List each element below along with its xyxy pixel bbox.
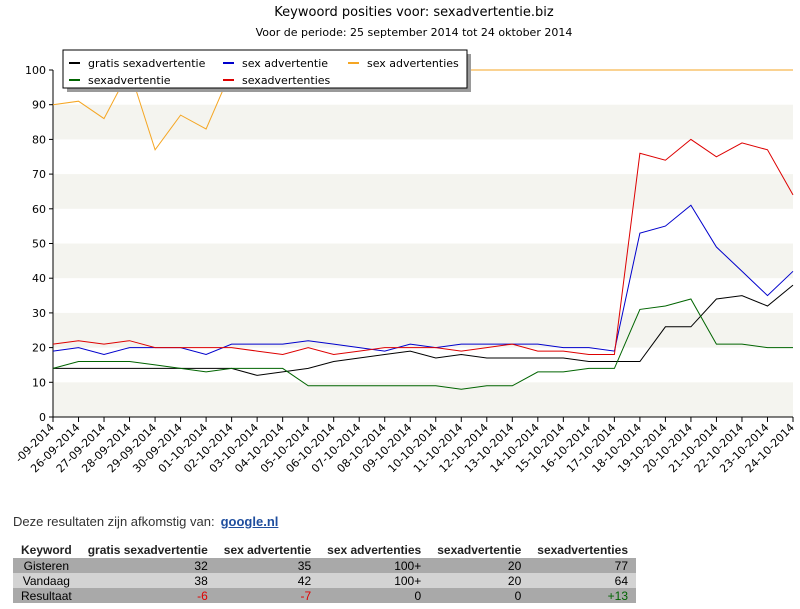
table-cell: 20 [429,573,530,588]
table-cell: 42 [215,573,320,588]
grid-band [53,174,793,209]
y-tick-label: 20 [32,342,46,355]
grid-band [53,382,793,417]
table-cell: 20 [429,558,530,573]
y-tick-label: 0 [39,411,46,424]
legend-label: sex advertenties [367,57,459,70]
table-row-vandaag: Vandaag 38 42 100+ 20 64 [13,573,636,588]
y-tick-label: 90 [32,99,46,112]
series-line-sexadvertenties [52,138,794,356]
header-col-5: sexadvertenties [537,543,628,557]
row-label: Vandaag [13,573,80,588]
y-tick-label: 10 [32,376,46,389]
table-cell: -6 [79,588,216,603]
legend-label: sexadvertentie [88,74,171,87]
grid-band [53,312,793,348]
table-cell: 100+ [319,558,430,573]
line-chart: Keywoord posities voor: sexadvertentie.b… [13,5,798,475]
x-axis: -09-201426-09-201427-09-201428-09-201429… [13,416,797,475]
y-axis: 0 10 20 30 40 50 60 70 80 90 100 [25,64,54,424]
row-label: Gisteren [13,558,80,573]
legend-label: sexadvertenties [242,74,331,87]
legend-label: gratis sexadvertentie [88,57,206,70]
legend-box [62,49,468,89]
table-cell: 38 [79,573,216,588]
table-cell: 77 [529,558,636,573]
table-cell: 64 [529,573,636,588]
series-line-sexadvertentie [52,298,793,390]
table-header-row: Keyword gratis sexadvertentie sex advert… [13,542,636,558]
row-label: Resultaat [13,588,80,603]
table-cell: -7 [215,588,320,603]
grid-band [53,243,793,279]
chart-title: Keywoord posities voor: sexadvertentie.b… [274,5,554,20]
header-col-4: sexadvertentie [437,543,522,557]
source-line: Deze resultaten zijn afkomstig van: googl… [13,514,278,529]
y-tick-label: 60 [32,203,46,216]
y-tick-label: 40 [32,272,46,285]
legend-label: sex advertentie [242,57,328,70]
header-col-3: sex advertenties [327,543,422,557]
table-cell: 35 [215,558,320,573]
source-link[interactable]: google.nl [220,514,279,529]
header-keyword: Keyword [21,543,72,557]
table-cell: +13 [529,588,636,603]
header-col-2: sex advertentie [223,543,312,557]
table-cell: 0 [429,588,530,603]
table-cell: 32 [79,558,216,573]
y-tick-label: 50 [32,238,46,251]
table-cell: 0 [319,588,430,603]
table-cell: 100+ [319,573,430,588]
table-row-resultaat: Resultaat -6 -7 0 0 +13 [13,588,636,603]
chart-subtitle: Voor de periode: 25 september 2014 tot 2… [256,26,573,39]
y-tick-label: 100 [25,64,46,77]
header-col-1: gratis sexadvertentie [87,543,208,557]
table-row-gisteren: Gisteren 32 35 100+ 20 77 [13,558,636,573]
series-lines [52,68,794,390]
y-tick-label: 70 [32,168,46,181]
y-tick-label: 30 [32,307,46,320]
y-tick-label: 80 [32,133,46,146]
grid-bands [53,104,793,417]
source-text: Deze resultaten zijn afkomstig van: [13,514,215,529]
grid-band [53,104,793,140]
results-table: Keyword gratis sexadvertentie sex advert… [13,542,636,603]
series-line-gratis-sexadvertentie [53,284,794,376]
legend: gratis sexadvertentie sex advertentie sex … [62,49,471,92]
